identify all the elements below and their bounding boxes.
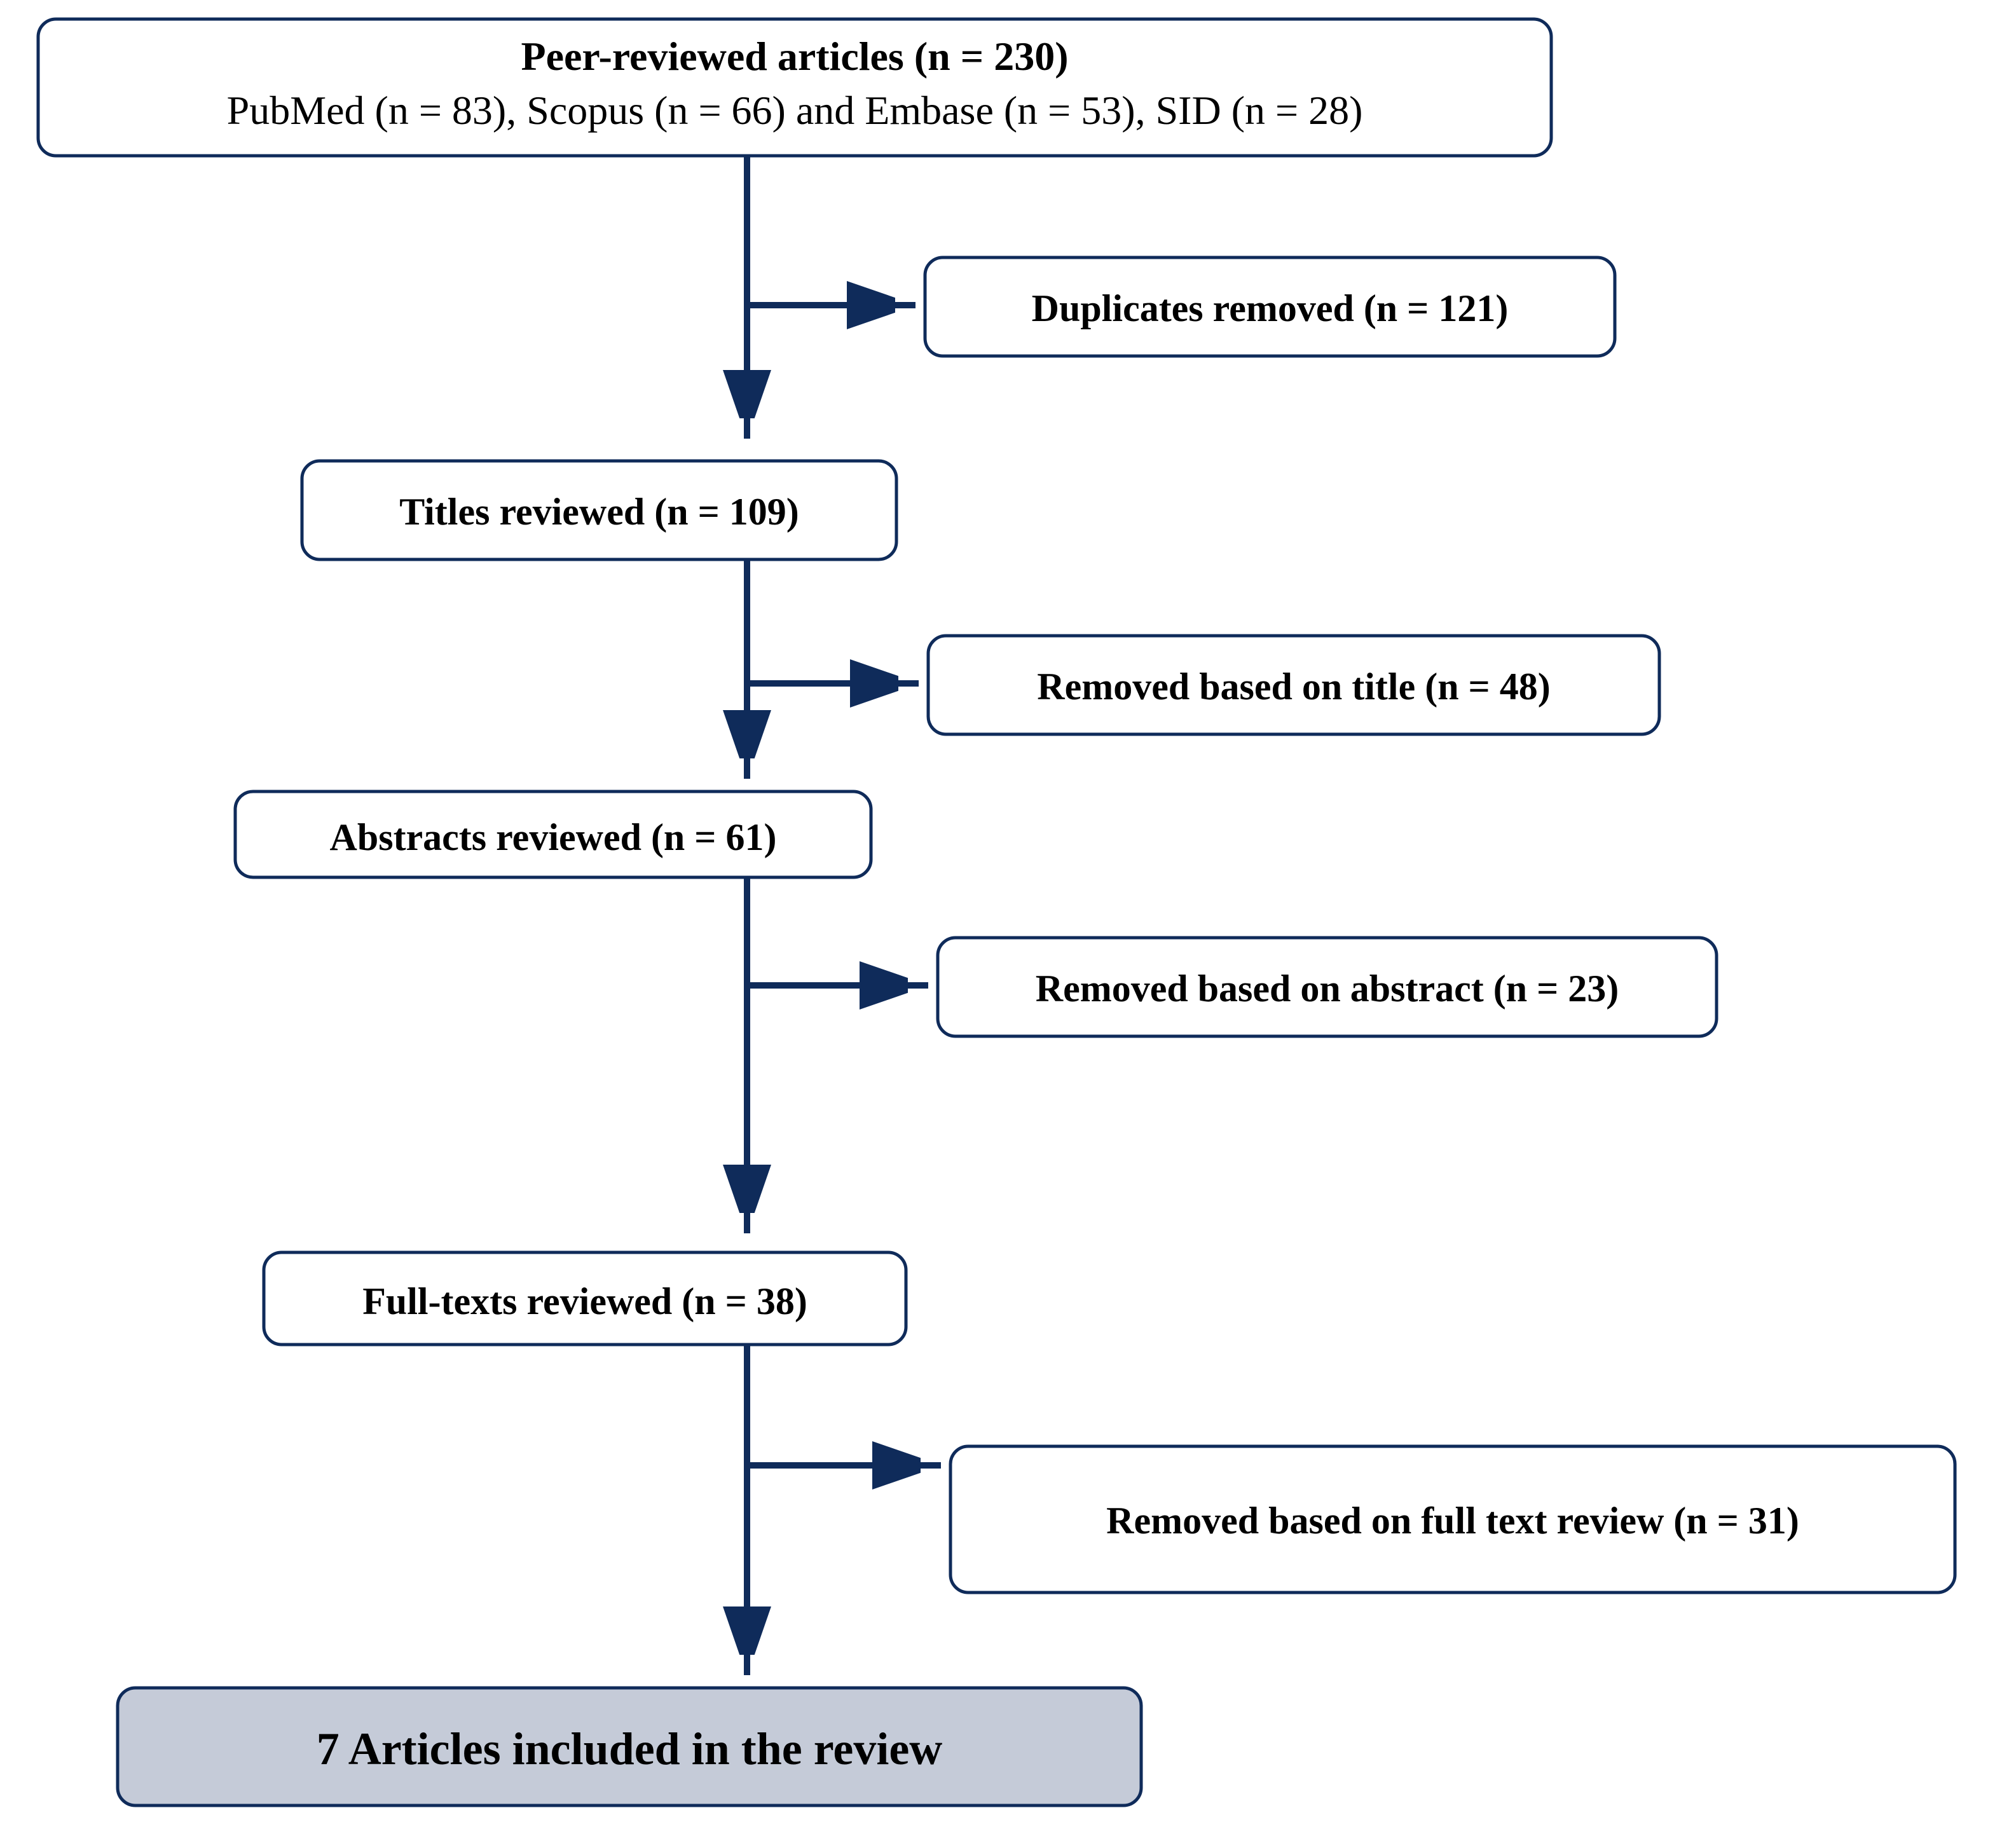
- flow-node-text: PubMed (n = 83), Scopus (n = 66) and Emb…: [227, 88, 1363, 133]
- flow-node-text: Removed based on title (n = 48): [1037, 666, 1550, 708]
- flow-node-text: 7 Articles included in the review: [317, 1723, 943, 1774]
- flow-node-text: Abstracts reviewed (n = 61): [330, 816, 777, 858]
- flow-node-text: Full-texts reviewed (n = 38): [362, 1280, 807, 1322]
- flowchart-svg: Peer-reviewed articles (n = 230) PubMed (…: [0, 0, 2016, 1829]
- flow-node-text: Peer-reviewed articles (n = 230): [521, 34, 1069, 79]
- flow-node-text: Duplicates removed (n = 121): [1032, 287, 1509, 329]
- flow-node-text: Removed based on abstract (n = 23): [1036, 968, 1619, 1010]
- flow-node-text: Removed based on full text review (n = 3…: [1106, 1500, 1799, 1542]
- flow-node-text: Titles reviewed (n = 109): [399, 491, 799, 533]
